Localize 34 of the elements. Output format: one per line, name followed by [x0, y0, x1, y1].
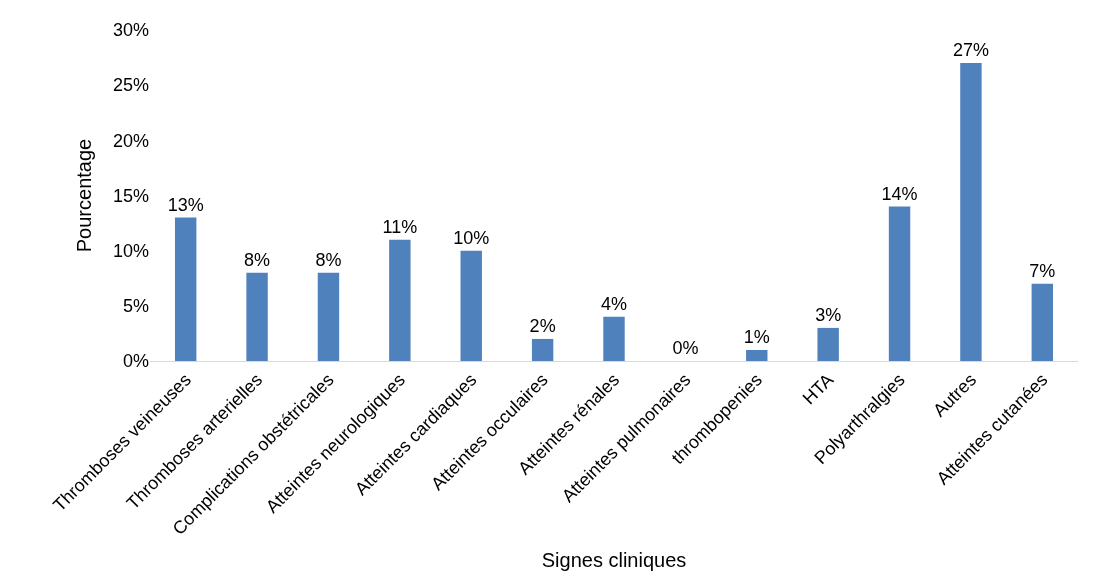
data-label: 0%	[672, 338, 699, 358]
data-label: 14%	[881, 183, 918, 204]
y-tick-label: 10%	[112, 240, 149, 261]
bar	[960, 63, 982, 361]
y-tick-label: 15%	[112, 185, 149, 206]
data-label: 2%	[529, 315, 556, 336]
bar	[888, 206, 911, 361]
data-label: 10%	[453, 227, 490, 248]
bar	[603, 316, 625, 361]
data-label: 1%	[743, 326, 770, 347]
y-tick-label: 20%	[112, 130, 149, 151]
bar	[389, 239, 411, 361]
data-label: 4%	[600, 293, 628, 314]
bar	[1031, 283, 1054, 361]
y-axis-title: Pourcentage	[73, 138, 96, 253]
bar	[174, 217, 197, 361]
bar	[817, 327, 839, 361]
bar	[746, 349, 768, 361]
y-tick-label: 5%	[122, 296, 149, 317]
y-tick-label: 30%	[112, 20, 149, 41]
bar	[317, 272, 340, 361]
data-label: 3%	[815, 304, 842, 325]
data-label: 7%	[1029, 260, 1056, 281]
y-tick-label: 0%	[122, 351, 149, 372]
data-label: 8%	[244, 249, 271, 270]
bar	[531, 338, 554, 361]
y-tick-label: 25%	[112, 75, 149, 96]
data-label: 27%	[952, 40, 989, 61]
data-label: 8%	[315, 249, 342, 270]
x-axis-title: Signes cliniques	[541, 549, 687, 572]
bar	[246, 272, 268, 361]
data-label: 13%	[167, 194, 204, 215]
bar	[460, 250, 482, 361]
data-label: 11%	[382, 216, 418, 237]
